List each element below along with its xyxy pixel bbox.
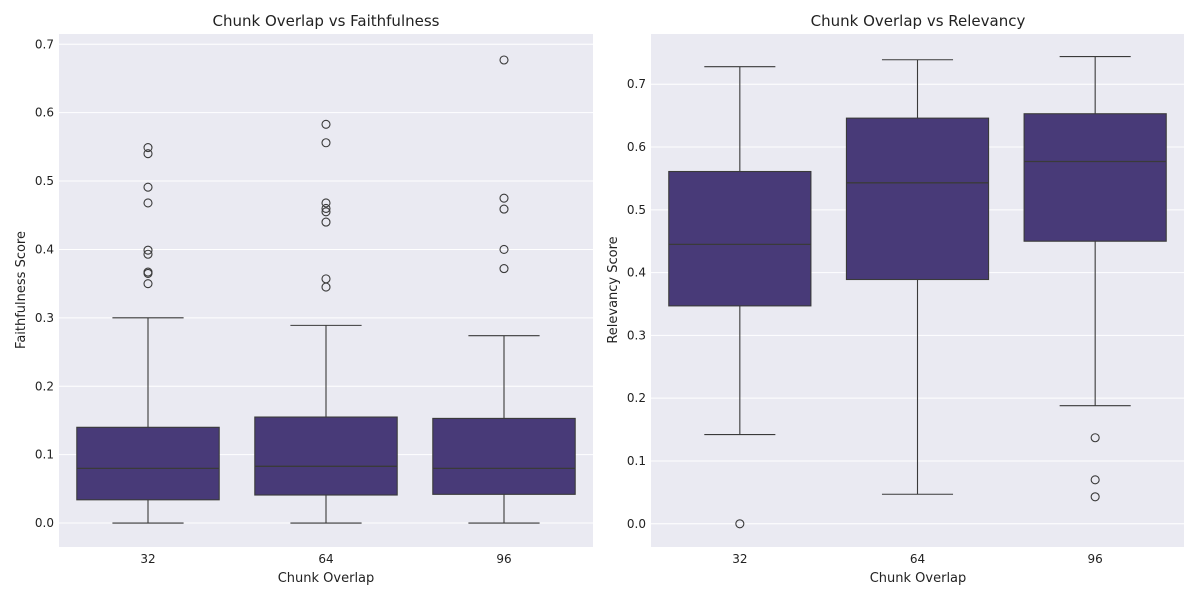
- outlier-point: [143, 279, 153, 289]
- outlier-point: [321, 198, 331, 208]
- x-tick-label: 32: [140, 552, 155, 566]
- iqr-box: [845, 117, 990, 281]
- outlier-point: [143, 249, 153, 259]
- box-96: [1023, 56, 1167, 502]
- x-tick-labels-faithfulness: 32 64 96: [140, 552, 511, 566]
- y-tick-label: 0.0: [35, 516, 54, 530]
- outlier-point: [143, 149, 153, 159]
- outlier-point: [1090, 475, 1100, 485]
- box-96: [432, 55, 576, 524]
- chart-faithfulness: 0.0 0.1 0.2 0.3 0.4 0.5 0.6 0.7 32 64 96 Chunk Ov…: [14, 12, 593, 586]
- iqr-box: [254, 416, 398, 496]
- y-tick-label: 0.6: [627, 140, 646, 154]
- outlier-point: [321, 203, 331, 213]
- outlier-point: [143, 142, 153, 153]
- y-tick-label: 0.1: [35, 448, 54, 462]
- y-tick-labels-relevancy: 0.0 0.1 0.2 0.3 0.4 0.5 0.6 0.7: [627, 77, 646, 531]
- box-32: [76, 142, 220, 524]
- y-tick-label: 0.5: [35, 174, 54, 188]
- y-tick-label: 0.7: [627, 77, 646, 91]
- x-tick-label: 64: [910, 552, 925, 566]
- iqr-box: [76, 426, 220, 501]
- iqr-box: [1023, 113, 1167, 242]
- x-axis-label-relevancy: Chunk Overlap: [870, 571, 967, 586]
- x-tick-label: 64: [318, 552, 333, 566]
- outlier-point: [735, 519, 745, 529]
- chart-title-relevancy: Chunk Overlap vs Relevancy: [811, 12, 1026, 30]
- outlier-point: [499, 193, 509, 203]
- outlier-point: [499, 264, 509, 274]
- outlier-point: [321, 217, 331, 227]
- outlier-point: [321, 274, 331, 284]
- boxes-relevancy: [668, 56, 1167, 529]
- y-axis-label-relevancy: Relevancy Score: [606, 236, 621, 343]
- y-tick-label: 0.3: [35, 311, 54, 325]
- x-tick-label: 32: [732, 552, 747, 566]
- box-64: [845, 59, 990, 495]
- x-axis-label-faithfulness: Chunk Overlap: [278, 571, 375, 586]
- y-tick-label: 0.6: [35, 106, 54, 120]
- outlier-point: [1090, 433, 1100, 443]
- x-tick-labels-relevancy: 32 64 96: [732, 552, 1103, 566]
- iqr-box: [668, 170, 812, 307]
- outlier-point: [321, 138, 331, 148]
- outlier-point: [143, 182, 153, 192]
- y-tick-label: 0.1: [627, 454, 646, 468]
- outlier-point: [321, 207, 331, 217]
- y-tick-label: 0.4: [35, 242, 54, 256]
- outlier-point: [499, 244, 509, 255]
- outlier-point: [143, 198, 153, 208]
- chart-relevancy: 0.0 0.1 0.2 0.3 0.4 0.5 0.6 0.7 32 64 96 Chunk Ov…: [606, 12, 1184, 586]
- box-64: [254, 119, 398, 524]
- outlier-point: [499, 204, 509, 214]
- boxes-faithfulness: [76, 55, 576, 524]
- y-tick-label: 0.3: [627, 328, 646, 342]
- outlier-point: [143, 245, 153, 255]
- y-tick-label: 0.0: [627, 517, 646, 531]
- outlier-point: [143, 267, 153, 277]
- outlier-point: [499, 55, 509, 65]
- x-tick-label: 96: [1088, 552, 1103, 566]
- y-tick-label: 0.4: [627, 266, 646, 280]
- y-tick-label: 0.2: [627, 391, 646, 405]
- outlier-point: [1090, 492, 1100, 502]
- y-tick-label: 0.2: [35, 379, 54, 393]
- iqr-box: [432, 417, 576, 495]
- outlier-point: [321, 119, 331, 129]
- x-tick-label: 96: [496, 552, 511, 566]
- y-tick-labels-faithfulness: 0.0 0.1 0.2 0.3 0.4 0.5 0.6 0.7: [35, 37, 54, 530]
- chart-title-faithfulness: Chunk Overlap vs Faithfulness: [213, 12, 440, 30]
- box-32: [668, 66, 812, 529]
- y-axis-label-faithfulness: Faithfulness Score: [14, 231, 29, 349]
- y-tick-label: 0.7: [35, 37, 54, 51]
- y-tick-label: 0.5: [627, 203, 646, 217]
